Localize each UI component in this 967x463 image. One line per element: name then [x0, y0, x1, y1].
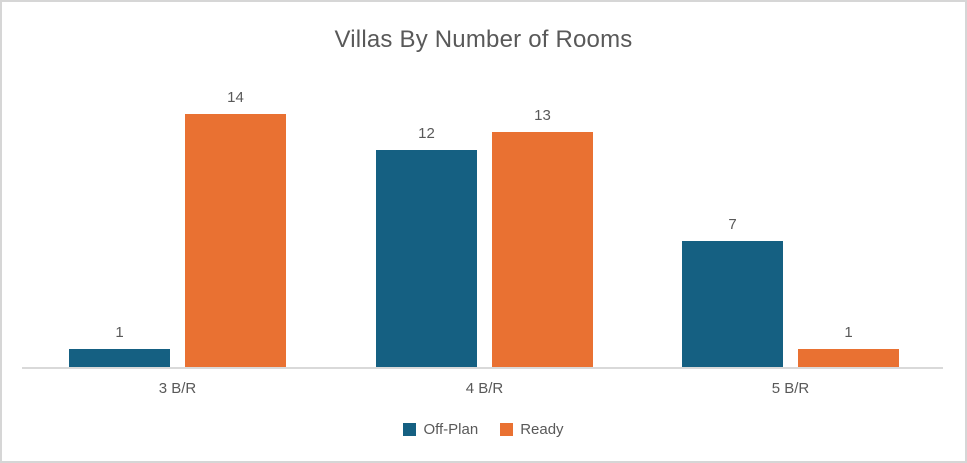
- data-label-ready-4-b-r: 13: [534, 107, 551, 124]
- legend: Off-Plan Ready: [2, 421, 965, 438]
- chart-title: Villas By Number of Rooms: [334, 26, 633, 53]
- data-label-ready-3-b-r: 14: [227, 89, 244, 106]
- bar-ready-4-b-r: [492, 132, 593, 367]
- bar-off-plan-5-b-r: [682, 241, 783, 367]
- bar-off-plan-3-b-r: [69, 349, 170, 367]
- data-label-off-plan-4-b-r: 12: [418, 125, 435, 142]
- x-axis-line: [22, 367, 943, 369]
- category-label-5-b-r: 5 B/R: [771, 380, 810, 397]
- legend-item-off-plan: Off-Plan: [403, 421, 478, 438]
- data-label-ready-5-b-r: 1: [844, 324, 853, 341]
- legend-label-off-plan: Off-Plan: [423, 421, 479, 438]
- data-label-off-plan-3-b-r: 1: [115, 324, 124, 341]
- bar-ready-5-b-r: [798, 349, 899, 367]
- legend-swatch-off-plan: [403, 423, 417, 436]
- category-label-4-b-r: 4 B/R: [465, 380, 504, 397]
- category-label-3-b-r: 3 B/R: [158, 380, 197, 397]
- legend-label-ready: Ready: [520, 421, 564, 438]
- bar-off-plan-4-b-r: [376, 150, 477, 367]
- legend-swatch-ready: [500, 423, 514, 436]
- legend-item-ready: Ready: [500, 421, 564, 438]
- bar-ready-3-b-r: [185, 114, 286, 367]
- data-label-off-plan-5-b-r: 7: [728, 216, 737, 233]
